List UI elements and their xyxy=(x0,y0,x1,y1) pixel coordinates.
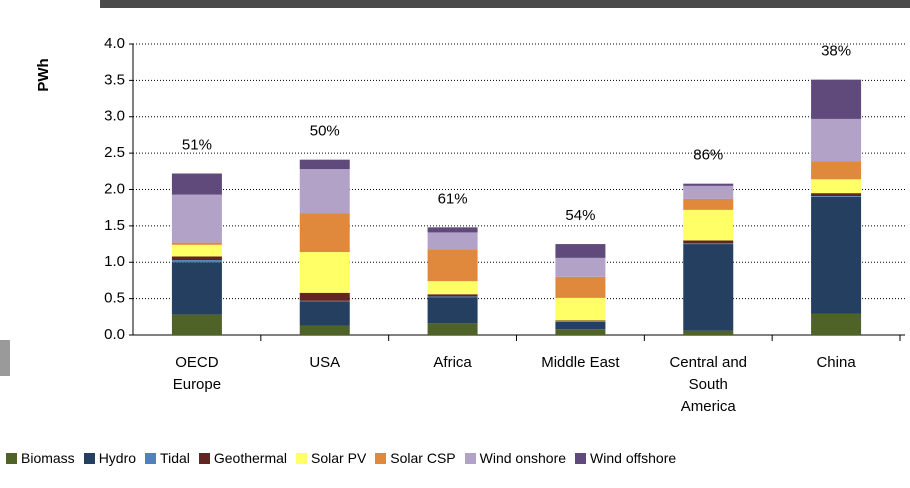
legend-swatch xyxy=(464,452,476,464)
bar-segment xyxy=(299,325,350,335)
legend-item: Biomass xyxy=(6,450,75,466)
legend-item: Solar PV xyxy=(296,450,366,466)
bar-segment xyxy=(555,321,606,322)
bar-segment xyxy=(299,169,350,214)
share-label: 51% xyxy=(182,136,212,153)
x-tick-label: China xyxy=(816,354,856,371)
x-tick-label: Africa xyxy=(433,354,472,371)
legend-label: Hydro xyxy=(98,450,137,466)
bar-segment xyxy=(299,213,350,253)
bar-segment xyxy=(811,193,862,197)
x-tick-label: Middle East xyxy=(541,354,620,371)
bar-segment xyxy=(299,159,350,170)
share-label: 38% xyxy=(821,43,851,60)
legend-swatch xyxy=(198,452,210,464)
x-tick-label: Central and South America xyxy=(669,354,748,415)
bar-segment xyxy=(171,262,222,315)
bar-segment xyxy=(683,198,734,210)
bar-segment xyxy=(683,243,734,245)
bar-segment xyxy=(555,276,606,298)
y-tick-label: 3.5 xyxy=(104,71,125,88)
y-tick-label: 2.0 xyxy=(104,180,125,197)
bar-segment xyxy=(555,321,606,330)
legend-swatch xyxy=(6,452,17,464)
legend-label: Tidal xyxy=(160,450,190,466)
bar-segment xyxy=(171,173,222,195)
legend-item: Hydro xyxy=(83,450,137,466)
bar-segment xyxy=(811,196,862,314)
bar-segment xyxy=(427,296,478,298)
bar-segment xyxy=(171,244,222,257)
legend-label: Solar PV xyxy=(311,450,367,466)
legend-swatch xyxy=(575,452,587,464)
y-axis-label: PWh xyxy=(35,58,52,91)
bar-segment xyxy=(427,323,478,335)
legend-swatch xyxy=(375,452,387,464)
y-tick-label: 0.0 xyxy=(104,326,125,343)
legend-item: Geothermal xyxy=(198,450,288,466)
bar-segment xyxy=(427,249,478,282)
y-tick-label: 4.0 xyxy=(104,35,125,52)
bar-segment xyxy=(683,183,734,186)
bar-segment xyxy=(427,227,478,233)
bar-segment xyxy=(171,260,222,263)
side-tab xyxy=(0,340,10,376)
y-tick-label: 1.5 xyxy=(104,217,125,234)
legend-label: Solar CSP xyxy=(390,450,456,466)
legend-item: Wind onshore xyxy=(464,450,567,466)
bar-segment xyxy=(171,194,222,243)
x-tick-label: USA xyxy=(309,354,341,371)
bar-segment xyxy=(427,294,478,297)
bar-segment xyxy=(811,313,862,335)
legend-swatch xyxy=(83,452,95,464)
bar-segment xyxy=(811,161,862,180)
share-label: 54% xyxy=(565,207,595,224)
bar-segment xyxy=(683,209,734,241)
bar-segment xyxy=(299,300,350,302)
legend-label: Geothermal xyxy=(213,450,288,466)
bar-segment xyxy=(555,297,606,321)
share-label: 61% xyxy=(438,190,468,207)
legend-label: Wind onshore xyxy=(479,450,567,466)
top-bar xyxy=(100,0,910,8)
bar-segment xyxy=(171,242,222,245)
bar-segment xyxy=(555,257,606,277)
legend-label: Biomass xyxy=(21,450,75,466)
bar-segment xyxy=(427,297,478,324)
bar-segment xyxy=(811,179,862,194)
share-label: 50% xyxy=(310,123,340,140)
bar-segment xyxy=(171,314,222,335)
bar-segment xyxy=(683,185,734,199)
legend-label: Wind offshore xyxy=(590,450,677,466)
legend-item: Solar CSP xyxy=(375,450,456,466)
y-tick-label: 2.5 xyxy=(104,144,125,161)
bar-segment xyxy=(555,320,606,322)
bar-segment xyxy=(811,196,862,197)
bar-segment xyxy=(683,330,734,335)
legend: Biomass Hydro Tidal Geothermal Solar PV Solar… xyxy=(0,450,910,466)
bar-segment xyxy=(811,118,862,162)
bar-segment xyxy=(811,79,862,119)
share-label: 86% xyxy=(693,147,723,164)
x-tick-label: OECD Europe xyxy=(172,354,222,393)
legend-item: Tidal xyxy=(145,450,190,466)
bar-segment xyxy=(427,232,478,250)
y-tick-label: 1.0 xyxy=(104,253,125,270)
bar-segment xyxy=(299,301,350,326)
bar-segment xyxy=(683,244,734,331)
bar-segment xyxy=(427,281,478,295)
bar-segment xyxy=(299,252,350,293)
bar-segment xyxy=(683,240,734,244)
bar-segment xyxy=(299,292,350,301)
bar-segment xyxy=(555,329,606,335)
bar-segment xyxy=(171,256,222,261)
y-tick-label: 3.0 xyxy=(104,108,125,125)
y-tick-label: 0.5 xyxy=(104,290,125,307)
legend-item: Wind offshore xyxy=(575,450,676,466)
legend-swatch xyxy=(296,452,308,464)
legend-swatch xyxy=(145,452,157,464)
bar-segment xyxy=(555,244,606,258)
